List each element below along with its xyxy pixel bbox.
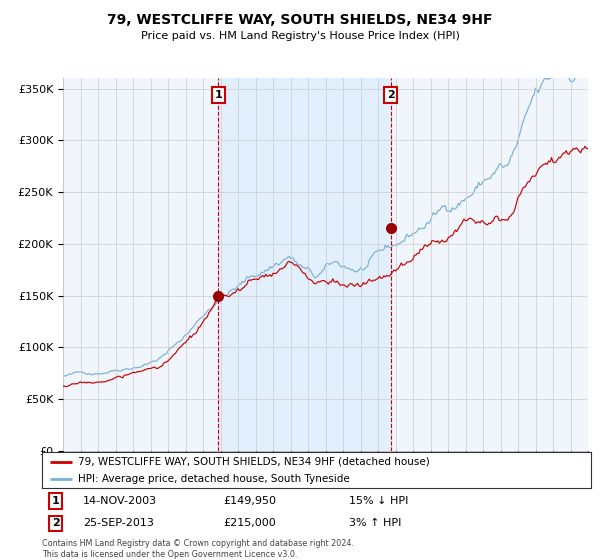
Text: 2: 2 xyxy=(52,519,59,529)
Text: Contains HM Land Registry data © Crown copyright and database right 2024.
This d: Contains HM Land Registry data © Crown c… xyxy=(42,539,354,559)
Text: HPI: Average price, detached house, South Tyneside: HPI: Average price, detached house, Sout… xyxy=(77,474,349,484)
Text: 79, WESTCLIFFE WAY, SOUTH SHIELDS, NE34 9HF: 79, WESTCLIFFE WAY, SOUTH SHIELDS, NE34 … xyxy=(107,13,493,27)
Text: 25-SEP-2013: 25-SEP-2013 xyxy=(83,519,154,529)
Text: 1: 1 xyxy=(214,90,222,100)
Bar xyxy=(218,78,391,451)
Text: 14-NOV-2003: 14-NOV-2003 xyxy=(83,496,157,506)
Text: 79, WESTCLIFFE WAY, SOUTH SHIELDS, NE34 9HF (detached house): 79, WESTCLIFFE WAY, SOUTH SHIELDS, NE34 … xyxy=(77,457,430,466)
Text: 15% ↓ HPI: 15% ↓ HPI xyxy=(349,496,409,506)
Text: 2: 2 xyxy=(387,90,395,100)
Text: Price paid vs. HM Land Registry's House Price Index (HPI): Price paid vs. HM Land Registry's House … xyxy=(140,31,460,41)
Text: £215,000: £215,000 xyxy=(223,519,276,529)
Text: £149,950: £149,950 xyxy=(223,496,276,506)
Text: 3% ↑ HPI: 3% ↑ HPI xyxy=(349,519,402,529)
Text: 1: 1 xyxy=(52,496,59,506)
